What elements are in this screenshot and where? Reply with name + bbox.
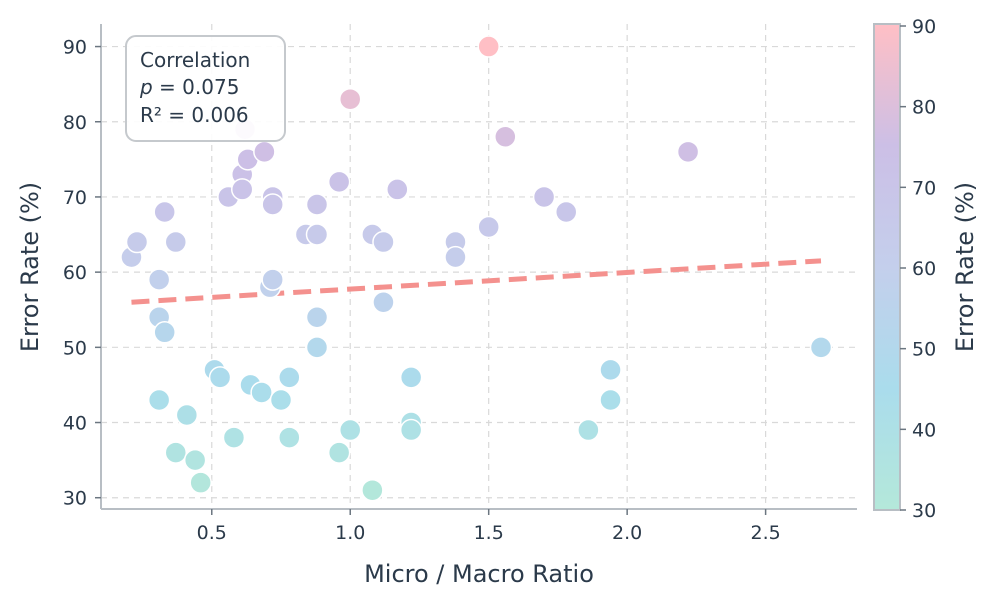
scatter-point — [494, 125, 517, 149]
scatter-point — [305, 193, 329, 216]
scatter-point — [222, 426, 246, 449]
colorbar: 30 40 50 60 70 80 90 Error Rate (%) — [873, 16, 979, 522]
x-tick-label: 1.0 — [335, 522, 365, 544]
scatter-point — [125, 230, 149, 254]
scatter-point — [599, 358, 622, 382]
p-label: p — [139, 75, 153, 99]
correlation-r2: R² = 0.006 — [140, 103, 249, 127]
colorbar-bar — [873, 23, 901, 511]
scatter-point — [230, 178, 254, 201]
scatter-point — [386, 178, 409, 201]
scatter-point — [147, 268, 171, 291]
scatter-point — [153, 321, 176, 344]
scatter-point — [361, 478, 384, 502]
x-tick-label: 1.5 — [474, 522, 504, 544]
scatter-point — [399, 366, 423, 389]
y-tick-label: 90 — [63, 37, 87, 59]
scatter-point — [261, 268, 284, 291]
scatter-point — [305, 223, 329, 246]
scatter-point — [338, 418, 362, 442]
scatter-point — [444, 245, 467, 269]
trend-line — [131, 258, 822, 305]
scatter-point — [164, 441, 188, 464]
scatter-point — [305, 306, 329, 329]
scatter-point — [147, 388, 171, 412]
scatter-point — [477, 215, 500, 239]
correlation-box-frame — [125, 35, 286, 142]
scatter-point — [208, 366, 232, 389]
colorbar-tick-label: 40 — [912, 419, 936, 441]
scatter-point — [477, 35, 500, 58]
scatter-point — [554, 200, 578, 224]
scatter-point — [269, 388, 293, 412]
scatter-point — [577, 418, 600, 442]
x-axis-label: Micro / Macro Ratio — [364, 560, 594, 588]
scatter-point — [253, 140, 276, 164]
y-tick-label: 80 — [63, 112, 87, 134]
scatter-point — [153, 200, 176, 224]
colorbar-tick-label: 70 — [912, 177, 936, 199]
scatter-point — [532, 185, 556, 209]
scatter-point — [278, 366, 301, 389]
points — [120, 35, 833, 502]
scatter-point — [164, 230, 188, 254]
correlation-title: Correlation — [140, 48, 250, 72]
x-ticks: 0.5 1.0 1.5 2.0 2.5 — [197, 509, 781, 544]
scatter-point — [599, 388, 622, 412]
colorbar-ticks: 30 40 50 60 70 80 90 — [900, 16, 936, 522]
scatter-point — [372, 230, 395, 254]
scatter-point — [676, 140, 700, 164]
scatter-point — [250, 381, 273, 404]
colorbar-tick-label: 90 — [912, 16, 936, 38]
p-value-text: = 0.075 — [153, 75, 240, 99]
scatter-point — [372, 290, 395, 314]
colorbar-tick-label: 60 — [912, 258, 936, 280]
x-tick-label: 0.5 — [197, 522, 227, 544]
scatter-point — [327, 170, 351, 194]
y-tick-label: 50 — [63, 337, 87, 359]
y-ticks: 30 40 50 60 70 80 90 — [63, 37, 101, 510]
scatter-point — [305, 336, 329, 359]
x-tick-label: 2.5 — [751, 522, 781, 544]
scatter-point — [399, 418, 423, 442]
correlation-box: Correlation p = 0.075 R² = 0.006 — [125, 35, 286, 142]
y-tick-label: 30 — [63, 488, 87, 510]
colorbar-label: Error Rate (%) — [951, 182, 979, 352]
trendline-group — [131, 258, 822, 305]
scatter-point — [278, 426, 301, 449]
scatter-point — [338, 87, 362, 111]
y-tick-label: 40 — [63, 413, 87, 435]
axes — [100, 24, 857, 510]
scatter-point — [809, 336, 833, 359]
colorbar-tick-label: 80 — [912, 97, 936, 119]
y-axis-label: Error Rate (%) — [16, 182, 44, 352]
y-tick-label: 60 — [63, 262, 87, 284]
scatter-point — [327, 441, 351, 464]
scatter-point — [261, 193, 284, 216]
y-tick-label: 70 — [63, 187, 87, 209]
correlation-p-value: p = 0.075 — [139, 75, 239, 99]
colorbar-tick-label: 30 — [912, 500, 936, 522]
scatter-point — [183, 448, 207, 472]
x-tick-label: 2.0 — [612, 522, 642, 544]
colorbar-tick-label: 50 — [912, 339, 936, 361]
scatter-point — [175, 403, 199, 427]
scatter-point — [189, 471, 212, 494]
